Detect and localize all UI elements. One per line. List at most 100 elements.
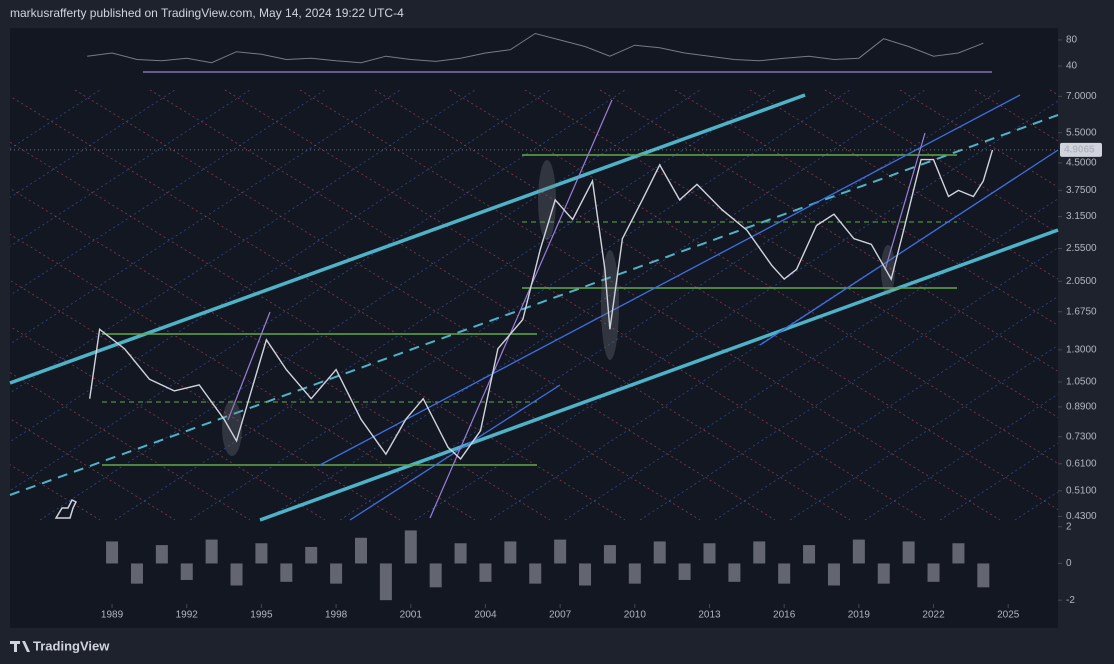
y-tick-label: 0.4300 — [1066, 511, 1097, 522]
diagonal-guide — [449, 89, 1058, 464]
oscillator-bar — [902, 541, 915, 564]
diagonal-guide — [899, 89, 1058, 188]
diagonal-guide — [10, 89, 551, 443]
diagonal-guide — [414, 100, 1058, 520]
analysis-lines — [9, 71, 1059, 522]
oscillator-bar — [305, 546, 318, 564]
oscillator-bar — [852, 539, 865, 564]
x-tick-label: 1995 — [250, 610, 273, 621]
oscillator-bar — [827, 563, 840, 586]
y-tick-label: 2.5500 — [1066, 243, 1097, 254]
oscillator-bar — [106, 541, 119, 564]
oscillator-bar — [130, 563, 143, 584]
x-tick-label: 1989 — [101, 610, 124, 621]
oscillator-bar — [429, 563, 442, 588]
trend-line — [349, 384, 561, 521]
diagonal-guide — [39, 89, 701, 520]
trend-line — [884, 132, 926, 271]
oscillator-bar — [454, 543, 467, 564]
oscillator-bar — [678, 563, 691, 580]
diagonal-guide — [10, 279, 401, 520]
trend-line — [227, 311, 271, 421]
trend-line — [759, 149, 1059, 346]
oscillator-bar — [653, 541, 666, 564]
y-tick-label: 1.6750 — [1066, 306, 1097, 317]
brand: TradingView — [33, 638, 110, 653]
y-tick-label: 3.7500 — [1066, 185, 1097, 196]
oscillator-bar — [803, 545, 816, 564]
y-tick-label: 0.8900 — [1066, 402, 1097, 413]
x-tick-label: 2001 — [400, 610, 423, 621]
diagonal-guide — [10, 95, 701, 520]
diagonal-guide — [10, 233, 476, 520]
oscillator-bar — [952, 543, 965, 564]
y-tick-label: 4.5000 — [1066, 158, 1097, 169]
diagonal-guide — [264, 89, 926, 520]
diagonal-guide — [299, 89, 1001, 520]
diagonal-guide — [674, 89, 1058, 326]
highlight — [222, 400, 242, 456]
header: markusrafferty published on TradingView.… — [10, 6, 404, 20]
diagonal-guide — [10, 89, 626, 492]
oscillator-bar — [703, 543, 716, 564]
diagonal-guide — [114, 89, 776, 520]
oscillator-bar — [753, 541, 766, 564]
oscillator-bar — [255, 543, 268, 564]
diagonal-guide — [74, 89, 776, 520]
diagonal-guide — [639, 247, 1058, 520]
y-tick-label: 0.6100 — [1066, 458, 1097, 469]
diagonal-guide — [714, 296, 1058, 520]
oscillator-bar — [603, 545, 616, 564]
x-tick-label: 2007 — [549, 610, 572, 621]
y-tick-label: 80 — [1066, 35, 1078, 46]
trend-line — [429, 99, 613, 519]
trend-line — [319, 94, 1021, 466]
oscillator-bar — [529, 563, 542, 584]
diagonal-guide — [564, 198, 1058, 520]
oscillator-bar — [778, 563, 791, 584]
channel-lower — [259, 228, 1059, 522]
y-tick-label: 1.3000 — [1066, 345, 1097, 356]
diagonal-guide — [10, 89, 251, 247]
last-price-box — [1060, 142, 1102, 157]
highlight — [538, 160, 556, 240]
oscillator-bar — [280, 563, 293, 582]
x-tick-label: 2004 — [474, 610, 497, 621]
x-tick-label: 2016 — [773, 610, 796, 621]
brand-logo — [10, 641, 30, 652]
y-tick-label: 0.7300 — [1066, 431, 1097, 442]
diagonal-guide — [10, 89, 176, 198]
y-tick-label: 1.0500 — [1066, 377, 1097, 388]
oscillator-bar — [877, 563, 890, 584]
x-tick-label: 2025 — [997, 610, 1020, 621]
diagonal-guide — [224, 89, 926, 520]
oscillator-bar — [379, 563, 392, 601]
logo-icon — [54, 498, 78, 519]
x-tick-label: 2022 — [922, 610, 945, 621]
diagonal-guide — [10, 89, 326, 296]
y-tick-label: 0.5100 — [1066, 485, 1097, 496]
oscillator-bar — [479, 563, 492, 582]
last-price-label: 4.9065 — [1064, 145, 1095, 156]
oscillator-bar — [728, 563, 741, 582]
oscillator-bar — [230, 563, 243, 586]
diagonal-guide — [864, 393, 1058, 520]
oscillator-bar — [628, 563, 641, 584]
price-line — [89, 149, 994, 460]
x-tick-label: 2010 — [624, 610, 647, 621]
diagonal-guide — [824, 89, 1058, 234]
highlight — [601, 250, 619, 360]
diagonal-guide — [149, 89, 851, 520]
oscillator-bar — [330, 563, 343, 584]
y-tick-label: 5.5000 — [1066, 127, 1097, 138]
oscillator-bar — [977, 563, 990, 588]
y-tick-label: -2 — [1066, 595, 1075, 606]
x-tick-label: 2013 — [698, 610, 721, 621]
diagonal-guide — [374, 89, 1058, 511]
diagonal-guide — [189, 89, 851, 520]
diagonal-guide — [599, 89, 1058, 372]
diagonal-guide — [749, 89, 1058, 280]
y-tick-label: 7.0000 — [1066, 91, 1097, 102]
